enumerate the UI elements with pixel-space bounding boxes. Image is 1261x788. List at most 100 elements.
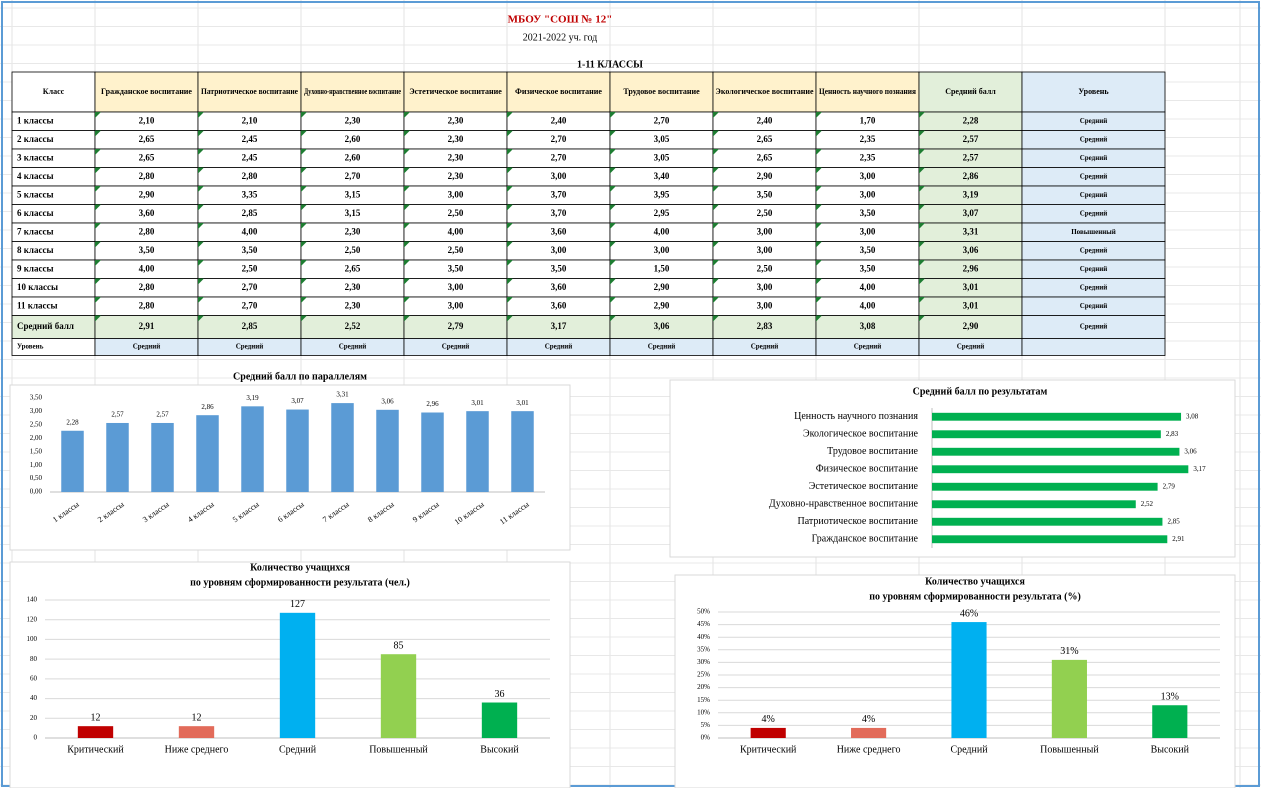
- cell-flag: [713, 204, 719, 211]
- y-tick-label: 40%: [697, 633, 710, 641]
- x-tick-label: Повышенный: [1040, 744, 1099, 755]
- row-label: Средний балл: [17, 321, 74, 331]
- cell-flag: [198, 278, 204, 285]
- cell-flag: [610, 297, 616, 303]
- cell-flag: [301, 297, 307, 303]
- cell-value: 2,30: [345, 282, 361, 292]
- cell-value: Средний: [648, 343, 676, 351]
- cell-flag: [610, 223, 616, 229]
- cell-value: 2,80: [242, 171, 258, 181]
- cell-flag: [404, 112, 410, 118]
- row-label: 8 классы: [17, 245, 54, 255]
- y-tick-label: 5%: [701, 721, 711, 729]
- cell-value: 2,80: [139, 300, 155, 310]
- cell-value: Средний: [751, 343, 779, 351]
- cell-value: 3,31: [963, 226, 979, 236]
- cell-flag: [301, 223, 307, 229]
- cell-value: Средний: [133, 343, 161, 351]
- column-header: Духовно-нравственное воспитание: [304, 87, 401, 96]
- cell-value: Повышенный: [1071, 228, 1116, 236]
- school-title: МБОУ "СОШ № 12": [508, 14, 613, 26]
- y-tick-label: 35%: [697, 645, 710, 653]
- cell-value: 2,57: [963, 134, 979, 144]
- data-label: 85: [394, 641, 404, 652]
- column-header: Патриотическое воспитание: [201, 87, 298, 96]
- cell-flag: [919, 204, 925, 211]
- cell-value: 3,01: [963, 282, 979, 292]
- cell-value: 2,70: [654, 115, 670, 125]
- cell-flag: [404, 167, 410, 174]
- cell-value: 2,30: [448, 134, 464, 144]
- cell-value: 3,50: [757, 189, 773, 199]
- cell-value: 3,60: [551, 300, 567, 310]
- cell-flag: [713, 241, 719, 248]
- cell-value: 2,70: [242, 282, 258, 292]
- cell-flag: [404, 223, 410, 229]
- data-label: 12: [91, 712, 101, 723]
- x-tick-label: Средний: [950, 744, 988, 755]
- cell-flag: [919, 241, 925, 248]
- cell-value: 2,45: [242, 134, 258, 144]
- cell-value: 2,85: [242, 208, 258, 218]
- cell-value: 2,52: [345, 321, 361, 331]
- cell-flag: [507, 241, 513, 248]
- cell-flag: [713, 149, 719, 155]
- bar: [932, 535, 1168, 544]
- data-label: 4%: [862, 714, 875, 725]
- cell-value: 2,50: [448, 245, 464, 255]
- cell-flag: [507, 223, 513, 229]
- cell-value: 3,00: [448, 300, 464, 310]
- cell-value: 3,50: [860, 245, 876, 255]
- cell-flag: [95, 149, 101, 155]
- data-label: 36: [495, 689, 505, 700]
- header-cell: [1021, 71, 1166, 113]
- cell-flag: [198, 260, 204, 266]
- bar: [421, 412, 444, 492]
- bar: [932, 517, 1163, 526]
- row-label: 10 классы: [17, 282, 58, 292]
- cell-flag: [610, 112, 616, 118]
- cell-value: 3,15: [345, 208, 361, 218]
- cell-flag: [301, 130, 307, 137]
- bar: [331, 403, 354, 492]
- chart-title: Средний балл по параллелям: [233, 371, 367, 382]
- cell-value: 2,90: [654, 282, 670, 292]
- cell-value: 3,00: [757, 300, 773, 310]
- cell-flag: [95, 297, 101, 303]
- data-label: 2,83: [1166, 430, 1179, 438]
- y-tick-label: Духовно-нравственное воспитание: [769, 499, 919, 510]
- y-tick-label: 2,50: [30, 420, 43, 428]
- y-tick-label: 80: [30, 655, 38, 663]
- x-tick-label: Высокий: [480, 744, 519, 755]
- data-label: 2,86: [201, 403, 214, 411]
- cell-value: Средний: [1080, 117, 1108, 125]
- column-header: Трудовое воспитание: [623, 87, 700, 96]
- cell-flag: [713, 260, 719, 266]
- bar: [951, 622, 987, 738]
- cell-value: 2,60: [345, 152, 361, 162]
- cell-value: 2,30: [448, 152, 464, 162]
- bar: [932, 482, 1158, 491]
- cell-flag: [198, 149, 204, 155]
- cell-flag: [816, 130, 822, 137]
- row-label: 5 классы: [17, 189, 54, 199]
- cell-value: 4,00: [242, 226, 258, 236]
- cell-flag: [610, 149, 616, 155]
- cell-value: 2,80: [139, 171, 155, 181]
- data-label: 13%: [1161, 692, 1179, 703]
- y-tick-label: 0%: [701, 734, 711, 742]
- cell-flag: [816, 297, 822, 303]
- y-tick-label: 0: [34, 734, 38, 742]
- bar: [286, 409, 309, 492]
- cell-flag: [404, 204, 410, 211]
- cell-value: 2,50: [448, 208, 464, 218]
- cell-flag: [301, 241, 307, 248]
- data-label: 3,01: [471, 399, 484, 407]
- year: 2021-2022 уч. год: [523, 32, 598, 43]
- data-label: 46%: [960, 608, 978, 619]
- cell-value: 3,06: [654, 321, 670, 331]
- header-cell: [11, 71, 96, 113]
- cell-value: Средний: [1080, 265, 1108, 273]
- cell-flag: [713, 278, 719, 285]
- cell-value: 2,86: [963, 171, 979, 181]
